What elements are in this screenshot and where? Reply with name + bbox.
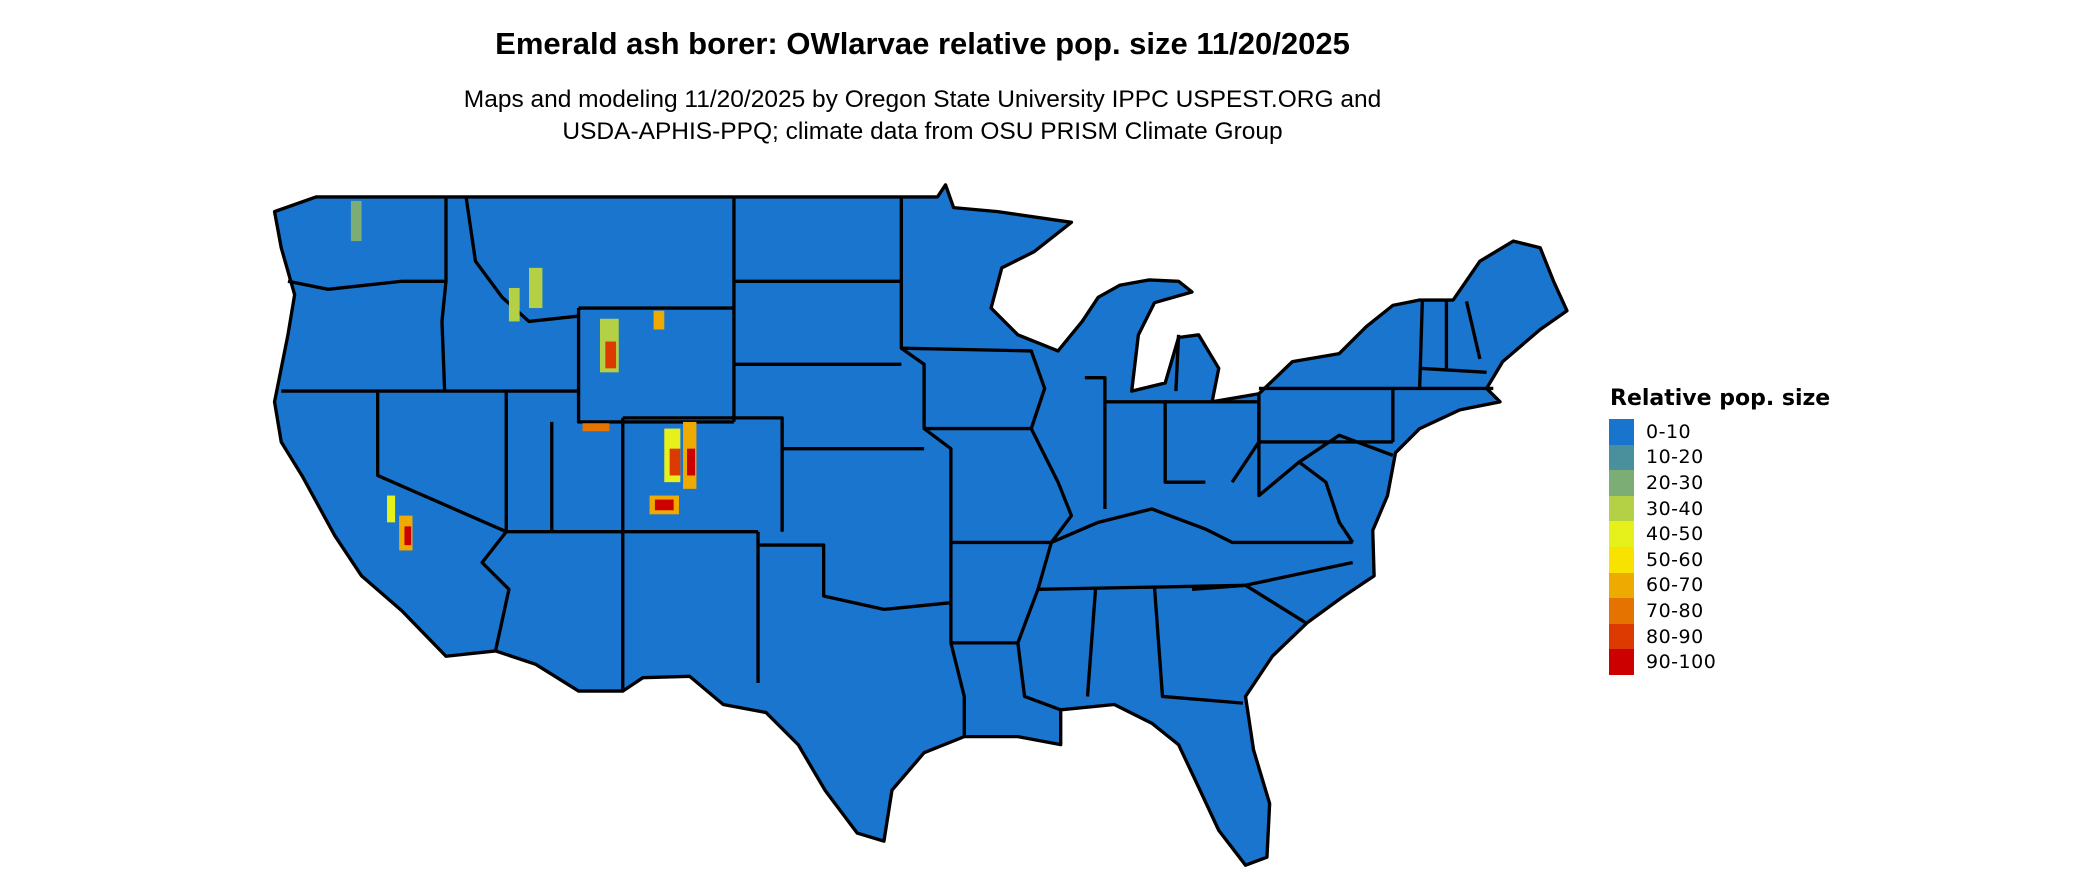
legend-swatch	[1609, 649, 1634, 675]
legend-swatch	[1609, 444, 1634, 471]
legend-swatch	[1609, 572, 1634, 599]
legend-label: 10-20	[1646, 446, 1704, 469]
legend-title: Relative pop. size	[1610, 386, 1831, 411]
legend-label: 60-70	[1646, 574, 1704, 597]
legend-item: 50-60	[1609, 546, 1830, 573]
legend-label: 50-60	[1646, 548, 1704, 571]
legend-swatch	[1609, 546, 1634, 573]
subtitle-line: Maps and modeling 11/20/2025 by Oregon S…	[463, 86, 1382, 113]
legend: Relative pop. size 0-10 10-20 20-30 30-40 40…	[1609, 386, 1830, 675]
hotspot-patches	[350, 200, 697, 551]
legend-swatch	[1609, 495, 1634, 522]
legend-swatch	[1609, 521, 1634, 547]
legend-label: 20-30	[1646, 471, 1704, 494]
subtitle-line: USDA-APHIS-PPQ; climate data from OSU PR…	[562, 118, 1283, 145]
legend-item: 20-30	[1609, 470, 1830, 496]
state-boundaries	[281, 196, 1494, 737]
legend-label: 90-100	[1646, 651, 1717, 674]
legend-item: 10-20	[1609, 444, 1830, 471]
legend-label: 70-80	[1646, 599, 1704, 622]
legend-swatch	[1609, 419, 1634, 445]
legend-item: 60-70	[1609, 572, 1830, 599]
legend-item: 30-40	[1609, 495, 1830, 522]
legend-label: 30-40	[1646, 497, 1704, 520]
legend-swatch	[1609, 623, 1634, 650]
legend-label: 80-90	[1646, 625, 1704, 648]
legend-swatch	[1609, 470, 1634, 496]
map-subtitle: Maps and modeling 11/20/2025 by Oregon S…	[0, 84, 1845, 148]
legend-swatch	[1609, 598, 1634, 624]
legend-label: 0-10	[1646, 420, 1692, 443]
legend-item: 40-50	[1609, 521, 1830, 547]
legend-item: 90-100	[1609, 649, 1830, 675]
legend-label: 40-50	[1646, 523, 1704, 546]
legend-item: 80-90	[1609, 623, 1830, 650]
legend-item: 70-80	[1609, 598, 1830, 624]
legend-item: 0-10	[1609, 419, 1830, 445]
map-title: Emerald ash borer: OWlarvae relative pop…	[495, 26, 1350, 61]
us-outline	[272, 183, 1569, 867]
